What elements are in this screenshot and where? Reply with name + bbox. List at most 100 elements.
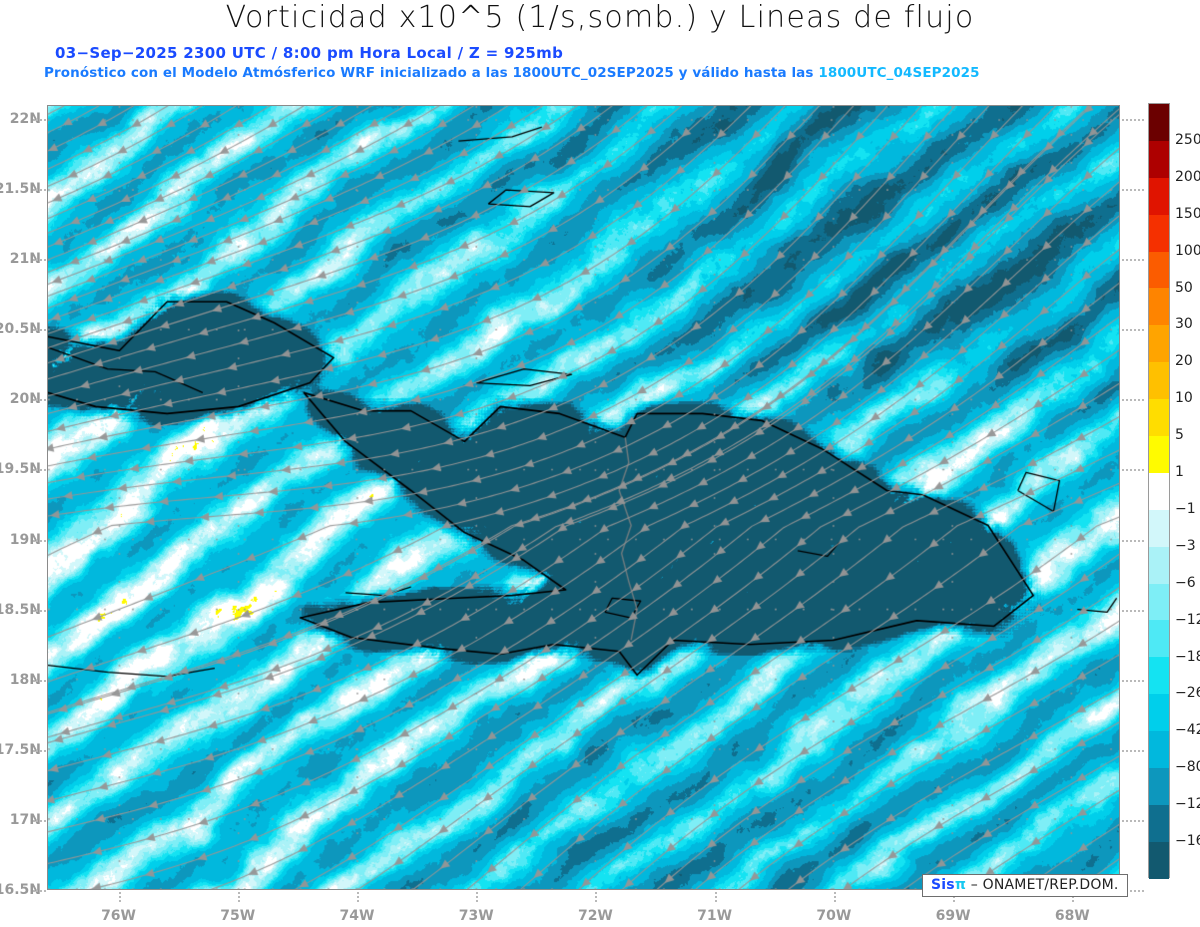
latitude-tick-marker	[1122, 749, 1144, 753]
colorbar-band	[1149, 288, 1169, 326]
y-axis-tick-label: 22N	[9, 111, 41, 128]
colorbar-tick-label: 30	[1175, 316, 1193, 333]
longitude-tick-marker	[714, 892, 718, 902]
latitude-tick-marker	[1122, 189, 1144, 192]
colorbar-tick-label: −6	[1175, 574, 1196, 591]
brand-prefix: Sis	[931, 877, 955, 893]
y-axis-tick-label: 18.5N	[0, 601, 41, 618]
y-axis-tick-label: 18N	[9, 671, 41, 688]
colorbar-tick-label: −160	[1175, 833, 1200, 850]
colorbar-band	[1149, 657, 1169, 695]
latitude-tick-marker	[1122, 399, 1144, 402]
latitude-tick-marker	[1122, 890, 1144, 893]
longitude-tick-marker	[356, 892, 360, 902]
page-title: Vorticidad x10^5 (1/s,somb.) y Lineas de…	[225, 0, 975, 35]
colorbar-band	[1149, 362, 1169, 400]
y-axis-tick-label: 16.5N	[0, 882, 41, 898]
latitude-tick-marker	[1122, 819, 1144, 823]
colorbar-band	[1149, 104, 1169, 141]
latitude-tick-marker	[33, 119, 46, 122]
colorbar-band	[1149, 620, 1169, 658]
y-axis-tick-label: 21.5N	[0, 181, 41, 198]
x-axis-tick-label: 73W	[458, 908, 494, 924]
x-axis-tick-label: 68W	[1054, 908, 1090, 924]
longitude-tick-marker	[833, 892, 837, 902]
vorticity-shading-canvas	[48, 106, 1119, 889]
y-axis-tick-label: 17N	[9, 811, 41, 828]
y-axis-tick-label: 20.5N	[0, 321, 41, 338]
model-run-main: Pronóstico con el Modelo Atmósferico WRF…	[44, 65, 819, 81]
longitude-tick-marker	[953, 892, 956, 902]
latitude-tick-marker	[1122, 679, 1144, 683]
colorbar-tick-label: 150	[1175, 205, 1200, 222]
x-axis-tick-label: 71W	[697, 908, 733, 924]
colorbar-band	[1149, 436, 1169, 473]
colorbar-tick-label: −12	[1175, 611, 1200, 628]
colorbar-tick-label: 50	[1175, 279, 1193, 296]
colorbar-band	[1149, 140, 1169, 178]
latitude-tick-marker	[33, 819, 46, 823]
map-plot-area	[47, 105, 1120, 890]
latitude-tick-marker	[33, 749, 46, 753]
latitude-tick-marker	[1122, 539, 1144, 543]
colorbar-tick-label: 20	[1175, 353, 1193, 370]
longitude-tick-marker	[237, 892, 241, 902]
colorbar-tick-label: 100	[1175, 242, 1200, 259]
colorbar-band	[1149, 399, 1169, 437]
longitude-tick-marker	[1072, 892, 1075, 902]
colorbar-band	[1149, 583, 1169, 621]
latitude-tick-marker	[33, 539, 46, 543]
colorbar-band	[1149, 546, 1169, 584]
colorbar-band	[1149, 804, 1169, 842]
colorbar-band	[1149, 472, 1169, 510]
colorbar-tick-label: −26	[1175, 685, 1200, 702]
colorbar-band	[1149, 251, 1169, 289]
colorbar-band	[1149, 841, 1169, 879]
colorbar-tick-label: −18	[1175, 648, 1200, 665]
colorbar-band	[1149, 694, 1169, 732]
x-axis-tick-label: 76W	[101, 908, 136, 924]
x-axis-tick-label: 74W	[339, 908, 375, 924]
brand-symbol-icon: π	[954, 877, 967, 893]
x-axis-tick-label: 70W	[816, 908, 852, 924]
colorbar-tick-label: 10	[1175, 390, 1193, 407]
latitude-tick-marker	[1122, 469, 1144, 472]
colorbar-tick-label: 200	[1175, 168, 1200, 185]
y-axis-tick-label: 21N	[9, 251, 41, 268]
latitude-tick-marker	[33, 399, 46, 402]
latitude-tick-marker	[1122, 259, 1144, 262]
colorbar-tick-label: −42	[1175, 722, 1200, 739]
x-axis-tick-label: 75W	[220, 908, 256, 924]
latitude-tick-marker	[33, 329, 46, 332]
latitude-tick-marker	[33, 679, 46, 683]
colorbar-band	[1149, 509, 1169, 547]
colorbar-band	[1149, 214, 1169, 252]
x-axis-tick-label: 72W	[577, 908, 613, 924]
colorbar-tick-label: 250	[1175, 131, 1200, 148]
colorbar-band	[1149, 768, 1169, 805]
y-axis-tick-label: 20N	[9, 391, 41, 408]
colorbar-band	[1149, 731, 1169, 769]
y-axis-tick-label: 19.5N	[0, 461, 41, 478]
latitude-tick-marker	[33, 469, 46, 472]
colorbar-tick-label: −3	[1175, 537, 1196, 554]
latitude-tick-marker	[1122, 329, 1144, 332]
colorbar-tick-label: −1	[1175, 500, 1196, 517]
latitude-tick-marker	[1122, 609, 1144, 613]
x-axis-tick-label: 69W	[935, 908, 971, 924]
colorbar-tick-label: −120	[1175, 796, 1200, 813]
colorbar-band	[1149, 325, 1169, 363]
colorbar-tick-label: −80	[1175, 759, 1200, 776]
attribution-text: – ONAMET/REP.DOM.	[970, 877, 1119, 893]
model-run-description: Pronóstico con el Modelo Atmósferico WRF…	[44, 65, 980, 81]
longitude-tick-marker	[118, 892, 122, 902]
attribution-badge: Sisπ – ONAMET/REP.DOM.	[922, 874, 1128, 897]
longitude-tick-marker	[476, 892, 479, 902]
latitude-tick-marker	[33, 609, 46, 613]
model-run-tail: 1800UTC_04SEP2025	[818, 65, 980, 81]
latitude-tick-marker	[33, 890, 46, 893]
latitude-tick-marker	[33, 259, 46, 262]
colorbar	[1148, 103, 1170, 879]
forecast-valid-time: 03−Sep−2025 2300 UTC / 8:00 pm Hora Loca…	[55, 44, 564, 62]
